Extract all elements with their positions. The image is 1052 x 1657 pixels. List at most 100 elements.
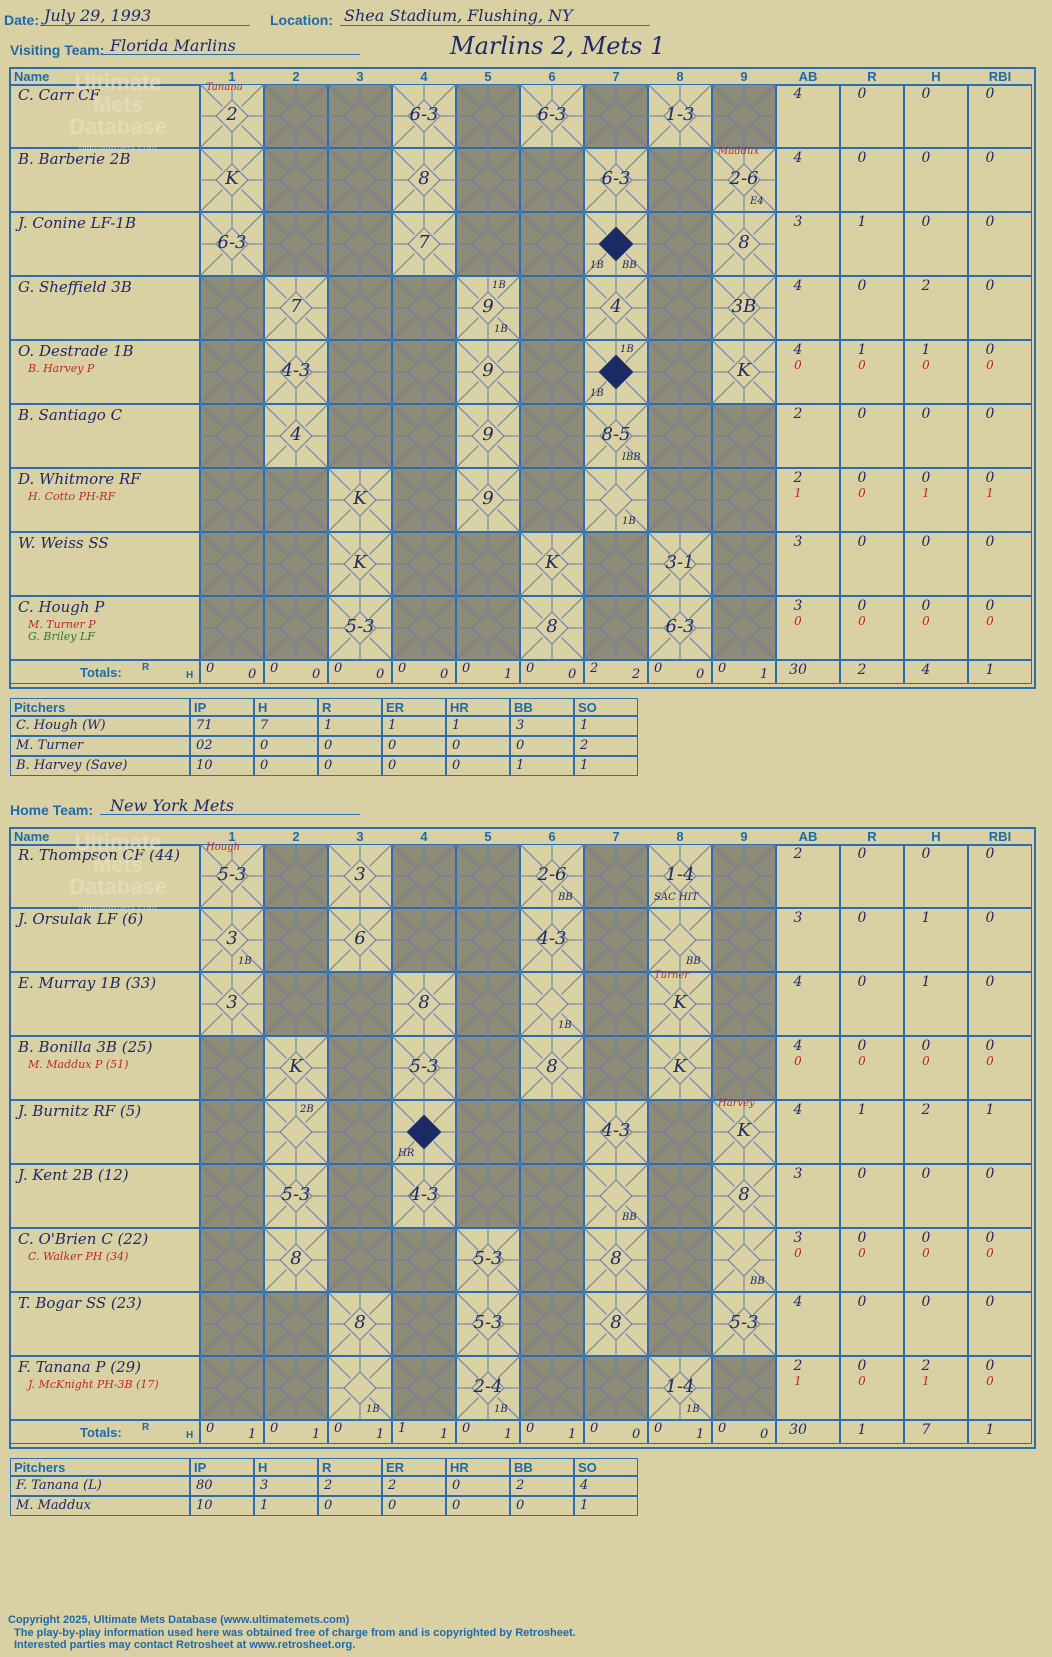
diamond-icon bbox=[392, 212, 456, 276]
total-stat-cell bbox=[904, 660, 968, 684]
stat-cell bbox=[840, 1164, 904, 1228]
sub-stat-ab: 1 bbox=[794, 1374, 802, 1388]
stat-cell bbox=[968, 972, 1032, 1036]
totals-r-label: R bbox=[142, 1422, 150, 1433]
diamond-icon bbox=[584, 596, 648, 660]
stat-cell bbox=[968, 276, 1032, 340]
sub-stat-h: 1 bbox=[922, 486, 930, 500]
stat-h: 0 bbox=[921, 1038, 931, 1054]
pitcher-cell bbox=[254, 756, 318, 776]
stat-ab: 3 bbox=[793, 1166, 803, 1182]
home-team-name: New York Mets bbox=[110, 796, 234, 815]
diamond-icon bbox=[328, 212, 392, 276]
stat-r: 0 bbox=[857, 1294, 867, 1310]
diamond-icon bbox=[456, 212, 520, 276]
stat-cell bbox=[776, 908, 840, 972]
pitcher-col-pitchers: Pitchers bbox=[14, 700, 66, 715]
pitcher-cell bbox=[382, 1476, 446, 1496]
inning-total-cell bbox=[200, 1420, 264, 1444]
pitcher-header-cell bbox=[190, 698, 254, 716]
pitcher-cell bbox=[10, 736, 190, 756]
sub-stat-ab: 1 bbox=[794, 486, 802, 500]
footer-retrosheet: The play-by-play information used here w… bbox=[14, 1627, 576, 1639]
pitcher-cell bbox=[382, 736, 446, 756]
stat-ab: 3 bbox=[793, 910, 803, 926]
inning-total-cell bbox=[264, 1420, 328, 1444]
play-result: 4 bbox=[610, 296, 622, 317]
stat-cell bbox=[904, 468, 968, 532]
stat-cell bbox=[968, 1356, 1032, 1420]
stat-cell bbox=[776, 532, 840, 596]
inning-hits: 1 bbox=[696, 1427, 705, 1442]
stat-cell bbox=[776, 1228, 840, 1292]
col-header-inning-8: 8 bbox=[676, 829, 684, 844]
diamond-icon bbox=[520, 972, 584, 1036]
total-h: 4 bbox=[921, 662, 931, 678]
diamond-icon bbox=[456, 1356, 520, 1420]
batter-name: G. Sheffield 3B bbox=[18, 278, 132, 296]
batter-row bbox=[10, 596, 200, 660]
total-stat-cell bbox=[904, 1420, 968, 1444]
diamond-icon bbox=[584, 1228, 648, 1292]
inning-total-cell bbox=[520, 1420, 584, 1444]
diamond-icon bbox=[712, 276, 776, 340]
stat-r: 0 bbox=[857, 86, 867, 102]
batter-name: O. Destrade 1B bbox=[18, 342, 134, 360]
stat-cell bbox=[776, 276, 840, 340]
pitcher-header-cell bbox=[510, 1458, 574, 1476]
total-stat-cell bbox=[776, 1420, 840, 1444]
diamond-icon bbox=[712, 532, 776, 596]
base-note: 1B bbox=[494, 324, 508, 335]
diamond-icon bbox=[264, 468, 328, 532]
diamond-icon bbox=[456, 276, 520, 340]
inning-total-cell bbox=[648, 1420, 712, 1444]
diamond-icon bbox=[712, 404, 776, 468]
watermark-text: Mets bbox=[92, 852, 144, 877]
pitcher-name: C. Hough (W) bbox=[16, 718, 106, 733]
stat-rbi: 0 bbox=[985, 1038, 995, 1054]
stat-ab: 4 bbox=[793, 86, 803, 102]
stat-ab: 4 bbox=[793, 1102, 803, 1118]
col-header-inning-5: 5 bbox=[484, 69, 492, 84]
base-note: 2B bbox=[300, 1104, 314, 1115]
base-note: 1B bbox=[366, 1404, 380, 1415]
diamond-icon bbox=[584, 1100, 648, 1164]
diamond-icon bbox=[520, 340, 584, 404]
base-note: 1B bbox=[492, 280, 506, 291]
diamond-icon bbox=[712, 596, 776, 660]
diamond-icon bbox=[200, 404, 264, 468]
pitcher-change-note: Hough bbox=[206, 842, 241, 853]
play-result: K bbox=[353, 552, 367, 573]
location-label: Location: bbox=[270, 12, 333, 28]
stat-cell bbox=[840, 1036, 904, 1100]
diamond-icon bbox=[328, 1228, 392, 1292]
stat-cell bbox=[776, 1100, 840, 1164]
diamond-icon bbox=[520, 1228, 584, 1292]
substitute-name: H. Cotto PH-RF bbox=[28, 490, 116, 503]
stat-cell bbox=[968, 1036, 1032, 1100]
inning-runs: 1 bbox=[398, 1421, 407, 1436]
col-header-inning-5: 5 bbox=[484, 829, 492, 844]
diamond-icon bbox=[584, 1356, 648, 1420]
diamond-icon bbox=[456, 532, 520, 596]
pitcher-cell bbox=[254, 716, 318, 736]
diamond-icon bbox=[392, 908, 456, 972]
diamond-icon bbox=[520, 596, 584, 660]
play-result: 5-3 bbox=[473, 1312, 503, 1333]
diamond-icon bbox=[648, 340, 712, 404]
pitcher-header-cell bbox=[254, 1458, 318, 1476]
base-note: SAC HIT bbox=[654, 892, 699, 903]
pitcher-col-er: ER bbox=[386, 1460, 405, 1475]
stat-cell bbox=[968, 1228, 1032, 1292]
stat-cell bbox=[968, 1164, 1032, 1228]
date-label: Date: bbox=[4, 12, 40, 28]
stat-cell bbox=[840, 148, 904, 212]
base-note: IBB bbox=[622, 452, 641, 463]
inning-total-cell bbox=[456, 660, 520, 684]
total-ab: 30 bbox=[789, 662, 807, 678]
watermark-logo: Ultimate Mets Database ultimatemets.com bbox=[48, 72, 188, 172]
play-result: 8 bbox=[290, 1248, 302, 1269]
stat-h: 0 bbox=[921, 534, 931, 550]
stat-cell bbox=[776, 1292, 840, 1356]
col-header-inning-3: 3 bbox=[356, 829, 364, 844]
